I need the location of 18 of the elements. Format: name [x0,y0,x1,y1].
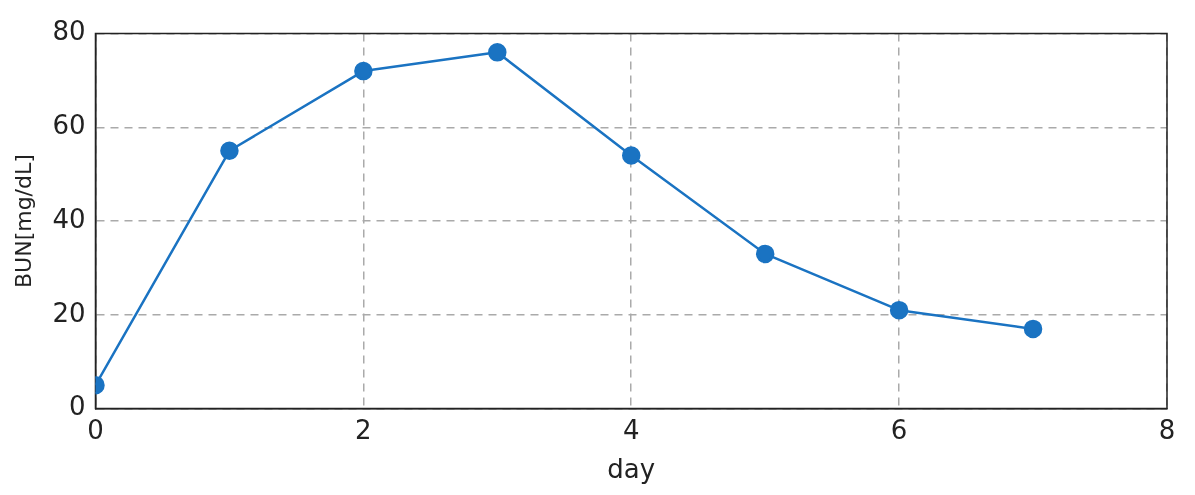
x-tick-label: 4 [622,414,640,445]
y-tick-label: 60 [52,110,86,141]
point [1023,319,1043,339]
x-tick-label: 8 [1158,414,1176,445]
point [755,244,775,264]
point [220,141,239,161]
y-axis-title: BUN[mg/dL] [10,154,36,289]
y-tick-label: 0 [68,391,86,422]
y-tick-label: 20 [52,297,86,328]
point [889,300,909,320]
x-tick-label: 2 [355,414,372,445]
x-tick-label: 6 [890,414,908,445]
x-axis-title: day [607,454,656,485]
point [488,43,507,62]
point [621,146,641,165]
y-tick-label: 80 [52,16,86,47]
point [354,61,373,81]
y-tick-label: 40 [52,203,86,234]
